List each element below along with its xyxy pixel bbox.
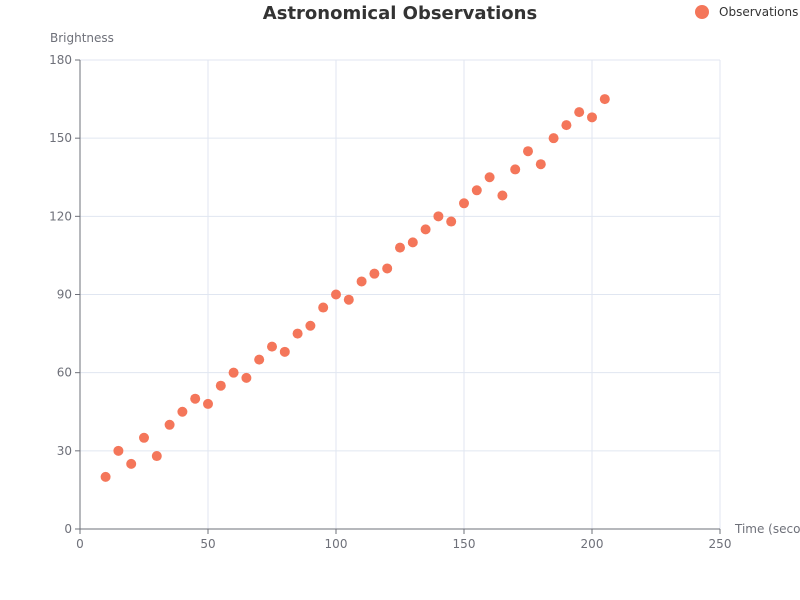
y-tick-label: 180 — [49, 53, 72, 67]
chart-title: Astronomical Observations — [263, 3, 537, 24]
data-point[interactable] — [356, 276, 367, 287]
legend-marker — [695, 5, 709, 19]
data-point[interactable] — [535, 159, 546, 170]
y-tick-label: 150 — [49, 131, 72, 145]
data-point[interactable] — [343, 294, 354, 305]
legend-label: Observations — [719, 5, 798, 19]
axes — [75, 59, 721, 534]
data-point[interactable] — [292, 328, 303, 339]
data-point[interactable] — [420, 224, 431, 235]
y-tick-label: 120 — [49, 209, 72, 223]
data-point[interactable] — [548, 133, 559, 144]
tick-labels: 0 30 60 90 120 150 180 0 50 100 150 200 250 — [49, 53, 731, 551]
data-point[interactable] — [139, 432, 149, 443]
x-tick-label: 50 — [200, 537, 215, 551]
data-point[interactable] — [177, 406, 188, 417]
data-point[interactable] — [369, 268, 380, 279]
data-point[interactable] — [497, 190, 508, 201]
x-tick-label: 250 — [709, 537, 732, 551]
data-point[interactable] — [228, 367, 239, 378]
data-point[interactable] — [587, 112, 597, 123]
data-point[interactable] — [446, 216, 457, 227]
data-point[interactable] — [100, 471, 111, 482]
data-point[interactable] — [113, 445, 124, 456]
data-point[interactable] — [471, 185, 482, 196]
data-point[interactable] — [190, 393, 201, 404]
data-point[interactable] — [574, 107, 585, 118]
data-point[interactable] — [407, 237, 418, 248]
data-point[interactable] — [510, 164, 521, 175]
data-point[interactable] — [279, 346, 290, 357]
data-point[interactable] — [523, 146, 533, 157]
y-tick-label: 60 — [57, 366, 72, 380]
data-point[interactable] — [254, 354, 265, 365]
x-tick-label: 100 — [325, 537, 348, 551]
data-point[interactable] — [382, 263, 393, 274]
y-axis-title: Brightness — [50, 31, 114, 45]
data-point[interactable] — [599, 94, 610, 105]
y-tick-label: 0 — [64, 522, 72, 536]
legend[interactable]: Observations — [695, 5, 798, 19]
y-tick-label: 90 — [57, 288, 72, 302]
y-tick-label: 30 — [57, 444, 72, 458]
data-point[interactable] — [484, 172, 495, 183]
x-tick-label: 150 — [453, 537, 476, 551]
data-point[interactable] — [267, 341, 277, 352]
data-point[interactable] — [164, 419, 175, 430]
data-points — [100, 94, 610, 482]
data-point[interactable] — [318, 302, 329, 313]
x-tick-label: 0 — [76, 537, 84, 551]
x-tick-label: 200 — [581, 537, 604, 551]
data-point[interactable] — [561, 120, 572, 131]
data-point[interactable] — [305, 320, 316, 331]
data-point[interactable] — [203, 398, 213, 409]
grid — [80, 59, 721, 529]
x-axis-title: Time (seconds) — [734, 522, 800, 536]
data-point[interactable] — [215, 380, 226, 391]
data-point[interactable] — [151, 451, 162, 462]
data-point[interactable] — [126, 458, 137, 469]
data-point[interactable] — [459, 198, 469, 209]
data-point[interactable] — [241, 372, 252, 383]
data-point[interactable] — [395, 242, 405, 253]
data-point[interactable] — [433, 211, 444, 222]
data-point[interactable] — [331, 289, 341, 300]
